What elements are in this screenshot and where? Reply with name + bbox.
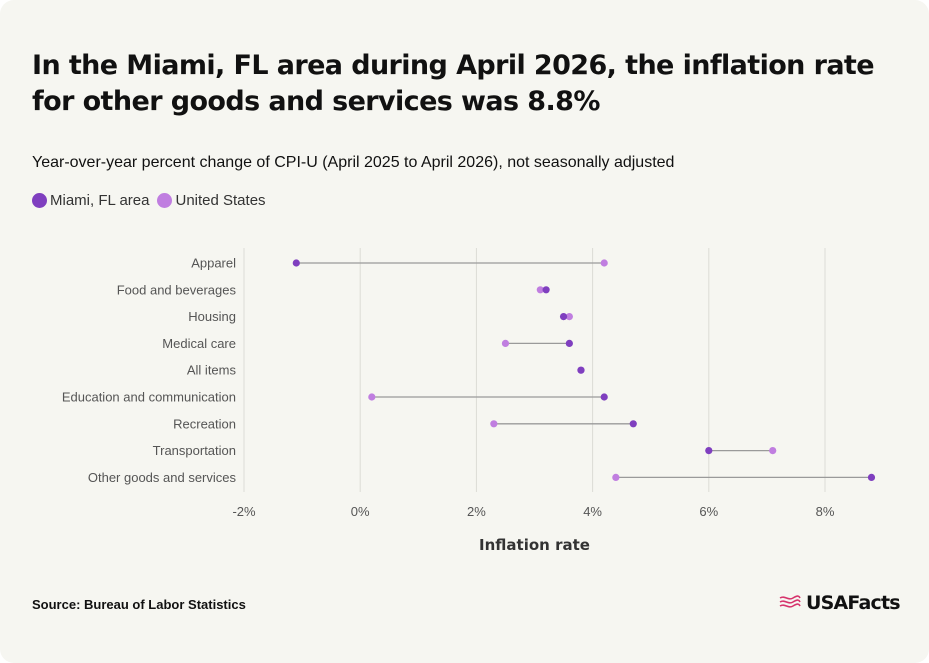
x-tick-label: 0% [351,504,370,519]
legend-dot-miami [32,193,47,208]
us-point [769,447,777,455]
brand-name: USAFacts [806,592,901,614]
legend-label-miami: Miami, FL area [50,192,150,209]
miami-point [577,366,585,374]
miami-point [559,313,568,321]
category-label: Education and communication [62,390,236,405]
chart-title: In the Miami, FL area during April 2026,… [32,50,875,117]
x-axis-title: Inflation rate [479,536,590,554]
miami-point [542,286,550,294]
us-point [536,286,544,294]
category-label: Recreation [173,416,236,431]
x-tick-label: 8% [816,504,835,519]
usafacts-logo: USAFacts [778,592,901,614]
miami-point [565,339,573,347]
x-tick-label: 2% [467,504,486,519]
legend: Miami, FL area United States [32,192,266,209]
legend-dot-us [157,193,173,208]
x-tick-label: 4% [583,504,602,519]
us-point [600,259,608,267]
legend-label-us: United States [175,192,266,209]
us-point [501,339,510,347]
category-label: Housing [188,309,236,324]
miami-point [600,393,608,401]
miami-point [705,447,713,455]
source-note: Source: Bureau of Labor Statistics [32,597,246,612]
category-label: Transportation [153,443,236,458]
legend-item-miami: Miami, FL area [32,192,149,209]
legend-item-us: United States [157,192,266,209]
us-point [612,473,620,481]
miami-point [867,473,876,481]
miami-point [629,420,637,428]
category-label: All items [187,363,237,378]
flag-icon [779,595,801,608]
x-tick-label: 6% [699,504,718,519]
us-point [565,313,573,321]
x-tick-label: -2% [232,504,256,519]
chart-subtitle: Year-over-year percent change of CPI-U (… [32,154,675,171]
miami-point [292,259,300,267]
category-label: Other goods and services [88,470,237,485]
category-label: Apparel [191,256,236,271]
category-label: Food and beverages [117,282,237,297]
us-point [490,420,498,428]
category-label: Medical care [162,336,236,351]
us-point [368,393,376,401]
